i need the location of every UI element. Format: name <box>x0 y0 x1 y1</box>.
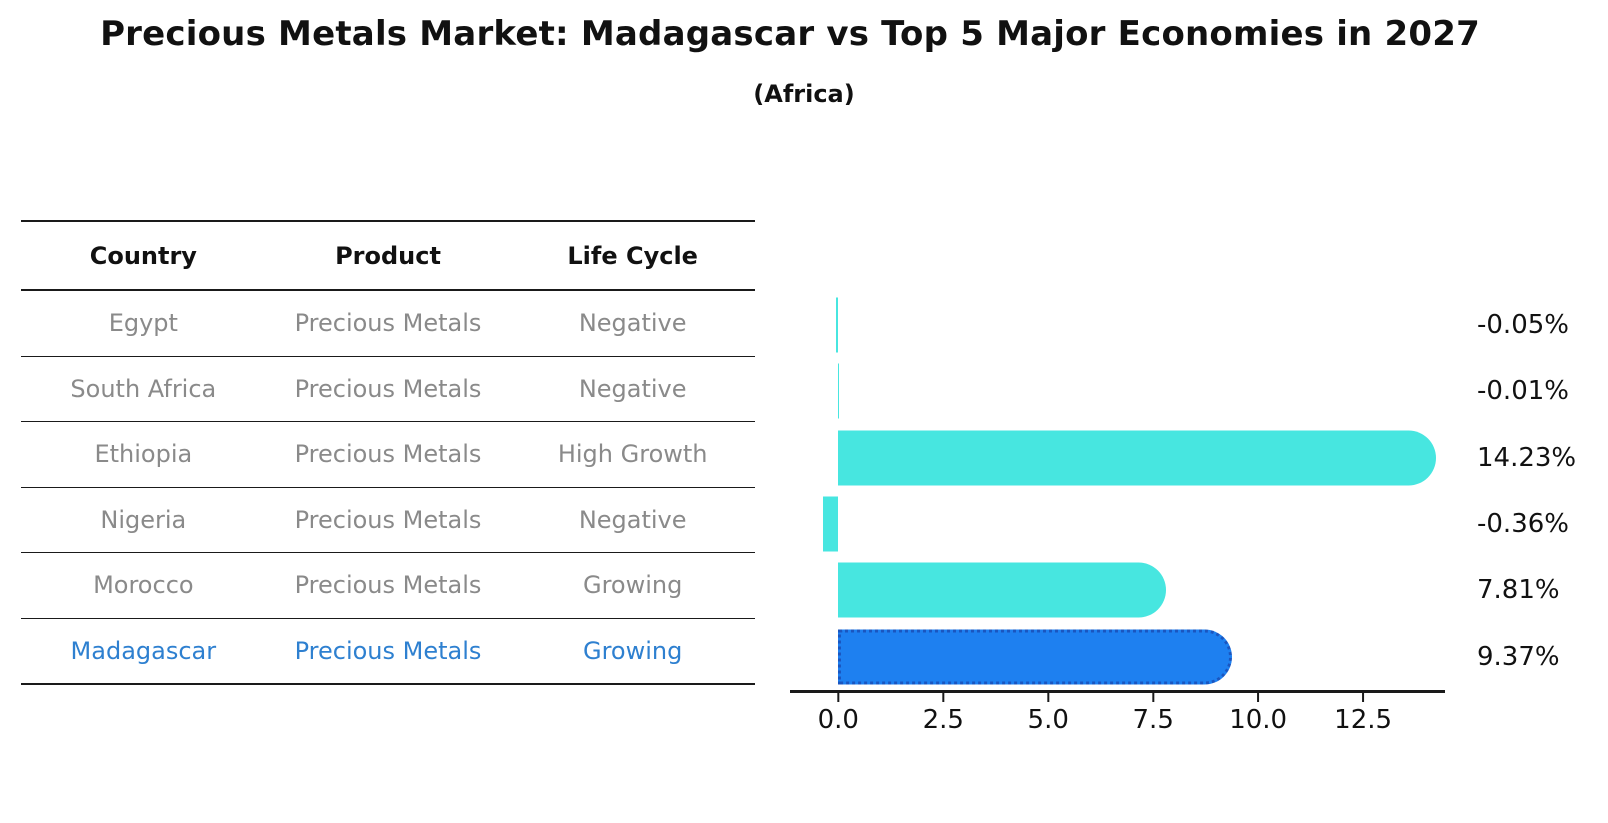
tick-mark <box>1047 693 1050 702</box>
cell-product: Precious Metals <box>294 374 482 403</box>
value-label: -0.36% <box>1477 509 1569 540</box>
cell-life-cycle: High Growth <box>557 440 708 469</box>
tick-label: 5.0 <box>1027 705 1069 735</box>
cell-life-cycle: Negative <box>578 505 687 534</box>
cell-country: Ethiopia <box>94 440 193 469</box>
tick-label: 10.0 <box>1229 705 1288 735</box>
bar-nigeria <box>823 496 839 552</box>
tick-mark <box>1362 693 1365 702</box>
bar-row-morocco <box>790 557 1445 623</box>
tick-label: 12.5 <box>1334 705 1393 735</box>
x-axis-tick: 2.5 <box>923 693 964 735</box>
tick-mark <box>837 693 840 702</box>
x-axis-tick: 10.0 <box>1229 693 1287 735</box>
table-row: South Africa Precious Metals Negative <box>21 357 755 422</box>
value-row: -0.05% <box>1477 292 1607 358</box>
page-subtitle: (Africa) <box>753 80 855 108</box>
value-row: -0.01% <box>1477 358 1607 424</box>
bar-madagascar <box>838 629 1232 685</box>
tick-mark <box>1152 693 1155 702</box>
cell-life-cycle: Negative <box>578 374 687 403</box>
table-row: Nigeria Precious Metals Negative <box>21 488 755 553</box>
x-axis-tick: 7.5 <box>1133 693 1174 735</box>
table-row: Morocco Precious Metals Growing <box>21 553 755 619</box>
cell-product: Precious Metals <box>294 571 482 600</box>
value-label: -0.01% <box>1477 376 1569 407</box>
bar-row-nigeria <box>790 491 1445 557</box>
cell-country: Madagascar <box>70 636 217 665</box>
bar-morocco <box>838 562 1167 618</box>
value-row: -0.36% <box>1477 491 1607 557</box>
value-label: 7.81% <box>1477 575 1560 606</box>
bar-row-egypt <box>790 292 1445 358</box>
page-title: Precious Metals Market: Madagascar vs To… <box>100 14 1480 54</box>
cell-country: South Africa <box>70 374 217 403</box>
x-axis: 0.0 2.5 5.0 7.5 10.0 12.5 <box>790 693 1445 753</box>
value-label: -0.05% <box>1477 310 1569 341</box>
cell-life-cycle: Negative <box>578 309 687 338</box>
cell-country: Egypt <box>108 309 178 338</box>
value-row: 14.23% <box>1477 425 1607 491</box>
value-row: 9.37% <box>1477 624 1607 690</box>
table-header-row: Country Product Life Cycle <box>21 222 755 291</box>
cell-product: Precious Metals <box>294 636 482 665</box>
cell-country: Morocco <box>93 571 194 600</box>
bar-egypt <box>836 297 839 353</box>
table-row-highlighted: Madagascar Precious Metals Growing <box>21 619 755 684</box>
tick-label: 2.5 <box>922 705 964 735</box>
tick-label: 0.0 <box>817 705 859 735</box>
cell-product: Precious Metals <box>294 505 482 534</box>
value-label: 14.23% <box>1477 442 1577 473</box>
tick-mark <box>942 693 945 702</box>
table-row: Egypt Precious Metals Negative <box>21 291 755 357</box>
country-table: Country Product Life Cycle Egypt Preciou… <box>21 220 755 685</box>
bar-row-south-africa <box>790 358 1445 424</box>
value-row: 7.81% <box>1477 557 1607 623</box>
column-header-product: Product <box>335 241 441 270</box>
column-header-life-cycle: Life Cycle <box>567 241 698 270</box>
tick-label: 7.5 <box>1132 705 1174 735</box>
cell-life-cycle: Growing <box>582 636 683 665</box>
cell-life-cycle: Growing <box>582 571 683 600</box>
x-axis-tick: 0.0 <box>818 693 859 735</box>
value-label-column: -0.05% -0.01% 14.23% -0.36% 7.81% 9.37% <box>1477 292 1607 690</box>
tick-mark <box>1257 693 1260 702</box>
x-axis-tick: 12.5 <box>1334 693 1392 735</box>
bar-ethiopia <box>838 430 1436 486</box>
plot-area <box>790 292 1445 693</box>
cell-product: Precious Metals <box>294 309 482 338</box>
bar-row-ethiopia <box>790 425 1445 491</box>
cell-country: Nigeria <box>100 505 187 534</box>
bar-row-madagascar <box>790 624 1445 690</box>
value-label: 9.37% <box>1477 641 1560 672</box>
column-header-country: Country <box>89 241 197 270</box>
x-axis-tick: 5.0 <box>1028 693 1069 735</box>
cell-product: Precious Metals <box>294 440 482 469</box>
table-row: Ethiopia Precious Metals High Growth <box>21 422 755 488</box>
